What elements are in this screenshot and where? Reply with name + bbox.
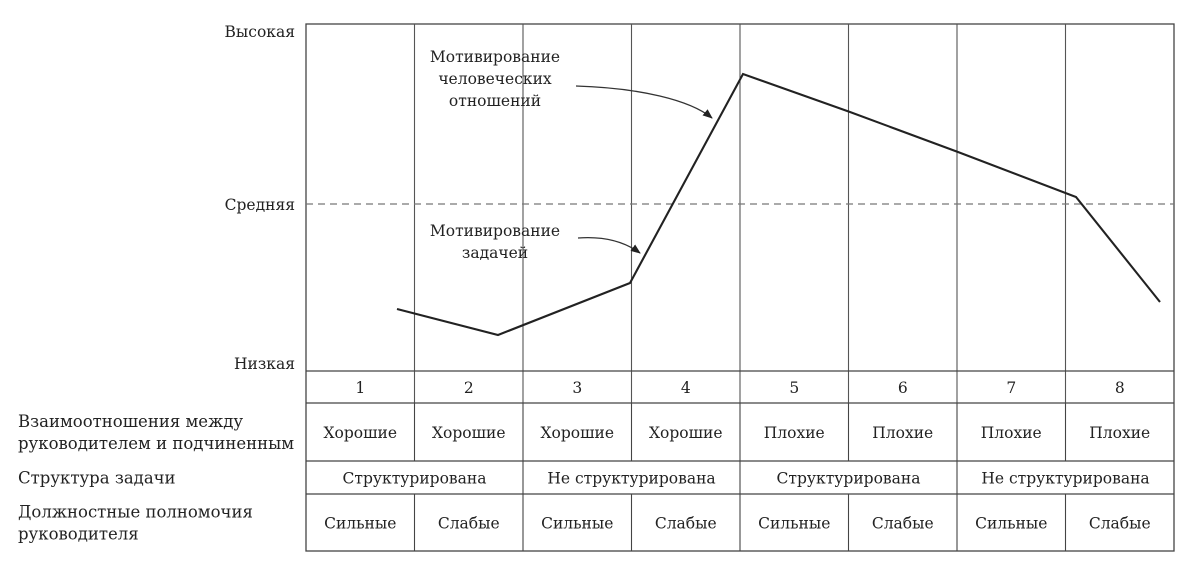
x-tick-label: 8	[1115, 379, 1125, 397]
row-label: Структура задачи	[18, 469, 176, 488]
table-cell: Плохие	[764, 424, 825, 442]
table-cell: Слабые	[438, 515, 500, 533]
x-tick-label: 3	[572, 379, 582, 397]
annotation-arrow	[577, 236, 641, 254]
annotation-human-relations: отношений	[449, 92, 541, 110]
row-label: руководителем и подчиненным	[18, 434, 294, 453]
table-cell: Структурирована	[343, 470, 487, 488]
table-cell: Хорошие	[649, 424, 723, 442]
table-cell: Не структурирована	[547, 470, 715, 488]
table-cell: Слабые	[872, 515, 934, 533]
x-tick-label: 1	[355, 379, 365, 397]
x-tick-label: 5	[789, 379, 799, 397]
y-level-label: Высокая	[225, 23, 295, 41]
table-cell: Сильные	[541, 515, 613, 533]
table-cell: Хорошие	[540, 424, 614, 442]
table-cell: Сильные	[758, 515, 830, 533]
motivation-line	[396, 72, 1161, 337]
x-tick-label: 4	[681, 379, 691, 397]
annotation-human-relations: человеческих	[438, 70, 552, 88]
table-cell: Слабые	[1089, 515, 1151, 533]
table-cell: Плохие	[872, 424, 933, 442]
annotation-arrow	[575, 85, 713, 119]
table-cell: Хорошие	[323, 424, 397, 442]
table-cell: Сильные	[975, 515, 1047, 533]
table-cell: Структурирована	[777, 470, 921, 488]
row-label: Взаимоотношения между	[18, 412, 243, 431]
annotation-task: Мотивирование	[430, 222, 560, 240]
row-label: Должностные полномочия	[18, 503, 253, 522]
annotation-task: задачей	[462, 244, 528, 262]
x-tick-label: 2	[464, 379, 474, 397]
row-label: руководителя	[18, 525, 139, 544]
table-cell: Плохие	[1089, 424, 1150, 442]
table-cell: Не структурирована	[981, 470, 1149, 488]
annotation-human-relations: Мотивирование	[430, 48, 560, 66]
x-tick-label: 6	[898, 379, 908, 397]
table-cell: Плохие	[981, 424, 1042, 442]
y-level-label: Средняя	[225, 196, 295, 214]
table-cell: Хорошие	[432, 424, 506, 442]
table-cell: Сильные	[324, 515, 396, 533]
table-cell: Слабые	[655, 515, 717, 533]
y-level-label: Низкая	[234, 355, 295, 373]
x-tick-label: 7	[1006, 379, 1016, 397]
